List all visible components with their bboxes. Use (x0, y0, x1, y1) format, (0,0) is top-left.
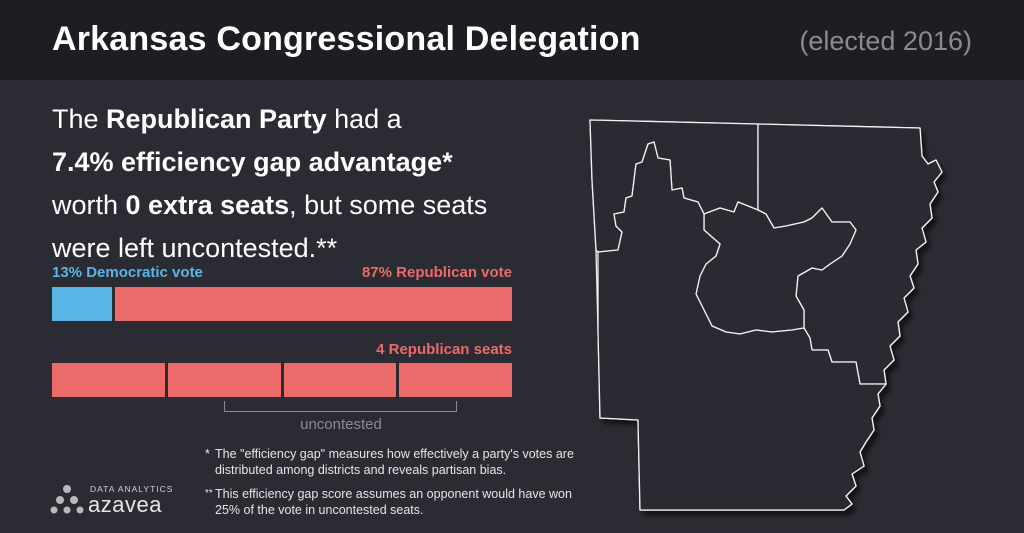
arkansas-districts-map (589, 119, 943, 511)
footnote-text: The "efficiency gap" measures how effect… (215, 447, 574, 477)
page-title: Arkansas Congressional Delegation (52, 20, 641, 58)
rep-seat-4 (399, 363, 512, 397)
dem-vote-label: 13% Democratic vote (52, 264, 203, 281)
rep-vote-label: 87% Republican vote (361, 264, 512, 281)
page-subtitle: (elected 2016) (799, 26, 972, 56)
footnote-2: ** This efficiency gap score assumes an o… (205, 486, 605, 518)
seat-row (52, 363, 512, 397)
footnote-text: This efficiency gap score assumes an opp… (215, 487, 572, 517)
rep-seat-3 (283, 363, 397, 397)
logo-name: azavea (88, 492, 162, 517)
rep-vote-segment (114, 287, 512, 321)
headline-text: were left uncontested.** (52, 233, 338, 263)
azavea-logo-icon (50, 485, 84, 514)
uncontested-label: uncontested (300, 416, 382, 433)
headline-text: had a (326, 104, 402, 134)
headline-text: The (52, 104, 107, 134)
footnote-mark: * (205, 447, 210, 461)
uncontested-bracket (224, 401, 457, 412)
rep-seat-1 (52, 363, 165, 397)
headline: The Republican Party had a 7.4% efficien… (52, 98, 532, 270)
headline-gap: 7.4% efficiency gap advantage* (52, 147, 453, 177)
vote-share-bar (52, 287, 512, 321)
azavea-logo: DATA ANALYTICS azavea (50, 484, 172, 517)
dem-vote-segment (52, 287, 112, 321)
headline-seats: 0 extra seats (125, 190, 290, 220)
rep-seats-label: 4 Republican seats (376, 341, 512, 358)
header-bar: Arkansas Congressional Delegation (elect… (0, 0, 1024, 80)
headline-text: , but some seats (289, 190, 488, 220)
footnote-mark: ** (205, 488, 213, 499)
footnote-1: * The "efficiency gap" measures how effec… (205, 446, 605, 478)
district-4 (597, 141, 887, 511)
headline-party: Republican Party (106, 104, 327, 134)
headline-text: worth (52, 190, 126, 220)
rep-seat-2 (167, 363, 281, 397)
logo-tagline: DATA ANALYTICS (90, 484, 174, 494)
bar-divider (111, 287, 115, 321)
